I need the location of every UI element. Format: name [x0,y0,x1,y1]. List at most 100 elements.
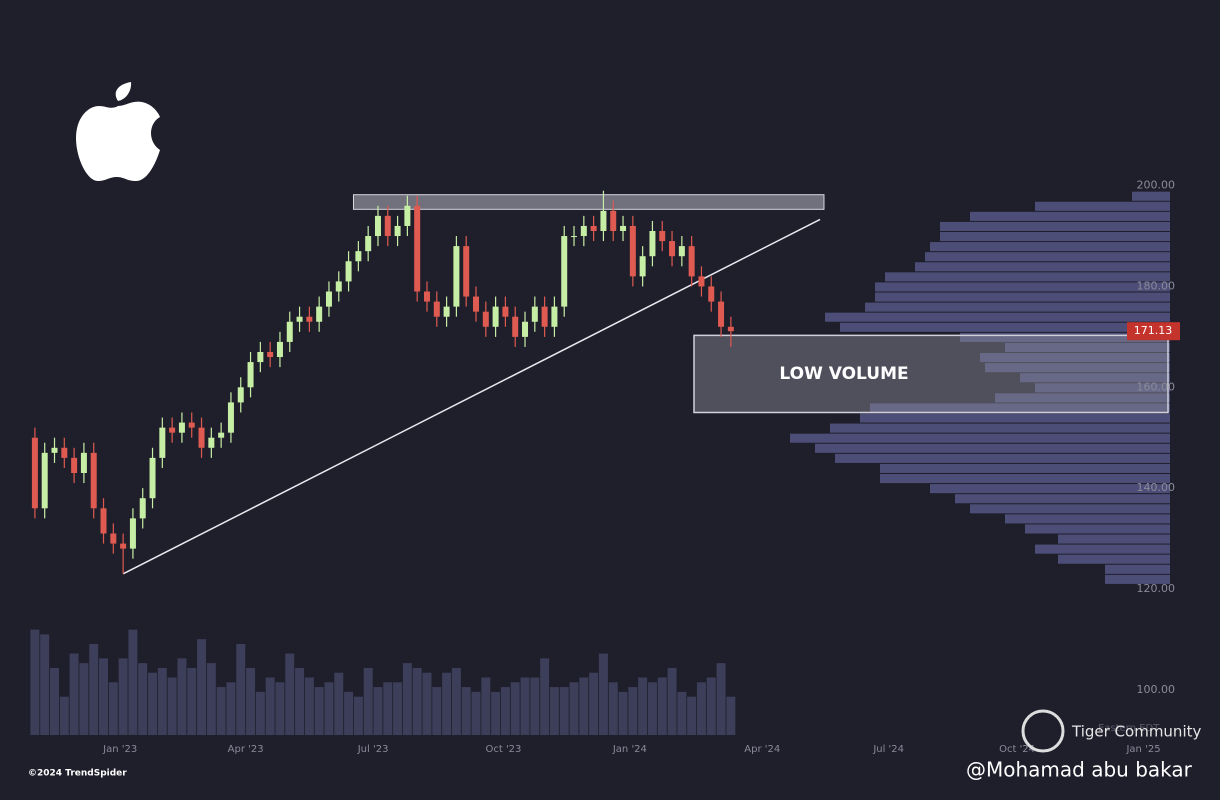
candles [31,190,734,574]
profile-bar [830,423,1170,433]
volume-bar [726,696,736,735]
volume-bar [108,682,118,735]
volume-bar [481,677,491,735]
volume-bar [344,691,354,735]
volume-bar [69,653,79,735]
volume-bar [432,687,442,735]
profile-bar [1058,534,1170,544]
volume-bar [246,667,256,735]
volume-bar [79,663,89,735]
volume-bar [177,658,187,735]
volume-bar [226,682,236,735]
axes: 100.00 120.00 140.00 160.00 180.00 200.00 Jan … [102,179,1180,755]
candle-body [71,457,78,473]
profile-bar [835,453,1170,463]
volume-bar [422,672,432,735]
candle-body [188,422,195,428]
volume-bar [118,658,128,735]
volume-bar [442,672,452,735]
profile-bar [955,494,1170,504]
volume-bar [128,629,138,735]
candle-body [727,326,734,332]
volume-bar [236,643,246,735]
volume-bar [304,677,314,735]
candle-body [120,543,127,549]
candle-body [149,457,156,499]
x-tick-label: Oct '23 [485,744,521,755]
candle-body [423,291,430,302]
volume-bar [167,677,177,735]
candle-body [51,447,58,453]
volume-profile [790,191,1170,584]
volume-bar [314,687,324,735]
candle-body [541,306,548,327]
profile-bar [875,282,1170,292]
candle-body [276,341,283,358]
x-tick-label: Jul '24 [872,744,904,755]
candle-body [561,236,568,307]
candle-body [669,241,676,257]
profile-bar [970,504,1170,514]
volume-pane [30,629,736,735]
profile-bar [1035,544,1170,554]
candle-body [639,256,646,277]
x-tick-label: Apr '23 [228,744,264,755]
profile-bar [1005,514,1170,524]
low-volume-label: LOW VOLUME [779,364,908,384]
profile-bar [880,474,1170,484]
candle-body [531,306,538,322]
x-tick-label: Apr '24 [744,744,780,755]
candle-body [698,276,705,287]
profile-bar [1025,524,1170,534]
x-tick-label: Jan '23 [102,744,137,755]
candle-body [600,210,607,231]
volume-bar [706,677,716,735]
profile-bar [880,463,1170,473]
candle-body [678,246,685,257]
volume-bar [530,677,540,735]
volume-bar [579,677,589,735]
timezone: Eastern EDT [1098,723,1160,734]
candle-body [325,291,332,307]
profile-bar [815,443,1170,453]
candle-body [502,306,509,317]
volume-bar [89,643,99,735]
candle-body [100,508,107,534]
volume-bar [30,629,40,735]
candle-body [139,498,146,519]
volume-bar [99,658,109,735]
candle-body [453,246,460,307]
profile-bar [1020,373,1170,383]
profile-bar [970,211,1170,221]
profile-bar [1005,342,1170,352]
credit: ©2024 TrendSpider [28,769,127,779]
candle-body [463,246,470,297]
profile-bar [1132,191,1170,201]
candle-body [129,518,136,549]
profile-bar [930,484,1170,494]
volume-bar [559,687,569,735]
candle-body [473,296,480,312]
candle-body [629,225,636,277]
volume-bar [363,667,373,735]
volume-bar [716,663,726,735]
candle-body [159,427,166,458]
volume-bar [549,687,559,735]
volume-bar [687,696,697,735]
profile-bar [980,353,1170,363]
profile-bar [1058,554,1170,564]
volume-bar [393,682,403,735]
volume-bar [510,682,520,735]
volume-bar [187,667,197,735]
volume-bar [461,687,471,735]
candle-body [492,306,499,327]
brand: Tiger Community [1071,723,1201,741]
volume-bar [491,691,501,735]
apple-logo [76,82,160,182]
profile-bar [860,413,1170,423]
candle-body [41,452,48,509]
candle-body [286,321,293,342]
volume-bar [608,682,618,735]
y-tick-label: 140.00 [1137,481,1176,494]
profile-bar [915,262,1170,272]
